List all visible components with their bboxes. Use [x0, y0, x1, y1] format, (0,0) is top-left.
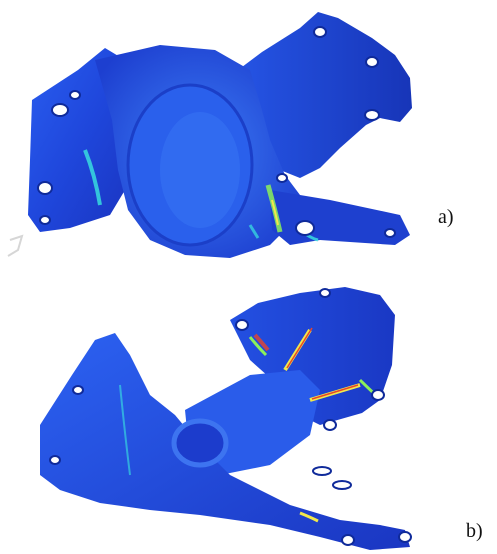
right-flange-a: [238, 12, 412, 178]
mounting-holes-b: [49, 288, 412, 546]
panel-label-b: b): [466, 520, 483, 542]
bracket-render-a: [7, 12, 412, 258]
left-flange-a: [28, 48, 130, 232]
left-flange-b: [40, 333, 410, 550]
right-flange-b: [230, 287, 395, 425]
tube-opening-b: [171, 418, 229, 468]
panel-a: a): [0, 0, 497, 275]
panel-label-a: a): [438, 206, 454, 228]
bracket-render-b: [40, 287, 412, 550]
mounting-holes-a: [37, 26, 396, 238]
panel-b: b): [0, 275, 497, 554]
